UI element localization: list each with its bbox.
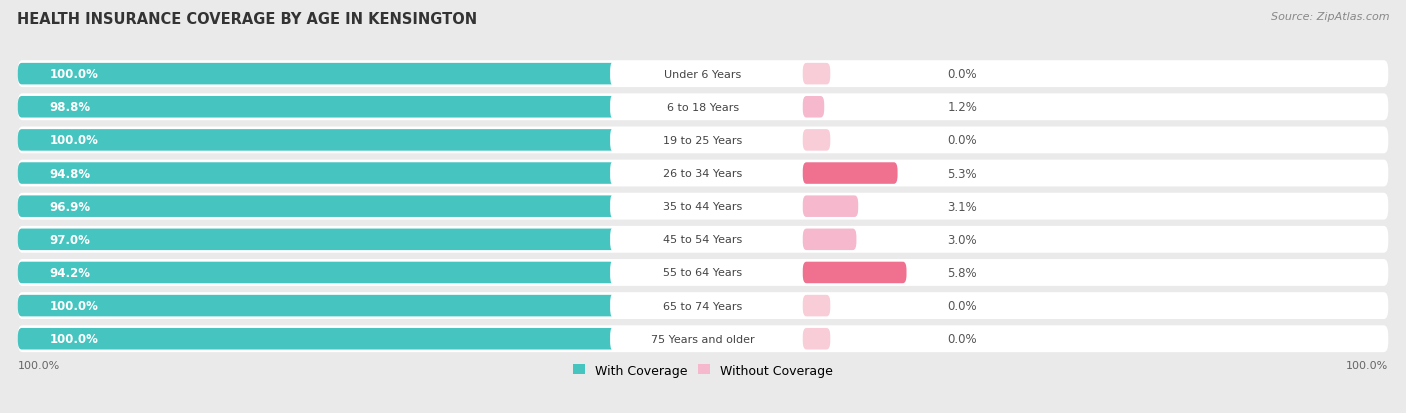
FancyBboxPatch shape [18,262,614,284]
Text: 0.0%: 0.0% [948,299,977,312]
Text: 26 to 34 Years: 26 to 34 Years [664,169,742,178]
Text: 5.8%: 5.8% [948,266,977,279]
FancyBboxPatch shape [18,97,643,118]
FancyBboxPatch shape [610,194,796,219]
FancyBboxPatch shape [18,193,1388,220]
Legend: With Coverage, Without Coverage: With Coverage, Without Coverage [568,359,838,382]
Text: 3.0%: 3.0% [948,233,977,246]
Text: HEALTH INSURANCE COVERAGE BY AGE IN KENSINGTON: HEALTH INSURANCE COVERAGE BY AGE IN KENS… [17,12,477,27]
Text: 45 to 54 Years: 45 to 54 Years [664,235,742,245]
Text: 65 to 74 Years: 65 to 74 Years [664,301,742,311]
FancyBboxPatch shape [18,160,1388,187]
Text: 19 to 25 Years: 19 to 25 Years [664,135,742,145]
FancyBboxPatch shape [610,293,796,318]
Text: 96.9%: 96.9% [49,200,90,213]
FancyBboxPatch shape [610,62,796,87]
FancyBboxPatch shape [18,295,651,317]
FancyBboxPatch shape [18,328,651,350]
FancyBboxPatch shape [803,328,831,350]
Text: 100.0%: 100.0% [49,68,98,81]
Text: 98.8%: 98.8% [49,101,90,114]
FancyBboxPatch shape [803,163,897,184]
FancyBboxPatch shape [18,226,1388,253]
Text: Source: ZipAtlas.com: Source: ZipAtlas.com [1271,12,1389,22]
FancyBboxPatch shape [18,196,631,217]
FancyBboxPatch shape [18,259,1388,286]
Text: 100.0%: 100.0% [49,134,98,147]
Text: 0.0%: 0.0% [948,68,977,81]
FancyBboxPatch shape [803,196,858,217]
Text: 97.0%: 97.0% [49,233,90,246]
FancyBboxPatch shape [803,64,831,85]
FancyBboxPatch shape [610,260,796,285]
FancyBboxPatch shape [610,128,796,153]
FancyBboxPatch shape [610,227,796,252]
Text: 0.0%: 0.0% [948,134,977,147]
Text: 100.0%: 100.0% [1346,360,1388,370]
FancyBboxPatch shape [610,95,796,120]
FancyBboxPatch shape [803,130,831,151]
Text: 1.2%: 1.2% [948,101,977,114]
FancyBboxPatch shape [18,229,631,251]
FancyBboxPatch shape [18,163,617,184]
FancyBboxPatch shape [803,229,856,251]
FancyBboxPatch shape [610,326,796,351]
FancyBboxPatch shape [803,97,824,118]
Text: 94.8%: 94.8% [49,167,90,180]
Text: 35 to 44 Years: 35 to 44 Years [664,202,742,212]
FancyBboxPatch shape [18,325,1388,352]
Text: 94.2%: 94.2% [49,266,90,279]
FancyBboxPatch shape [18,130,651,151]
FancyBboxPatch shape [803,262,907,284]
Text: Under 6 Years: Under 6 Years [665,69,741,79]
FancyBboxPatch shape [18,64,651,85]
FancyBboxPatch shape [18,94,1388,121]
Text: 75 Years and older: 75 Years and older [651,334,755,344]
FancyBboxPatch shape [18,127,1388,154]
Text: 100.0%: 100.0% [18,360,60,370]
Text: 100.0%: 100.0% [49,332,98,345]
FancyBboxPatch shape [610,161,796,186]
Text: 55 to 64 Years: 55 to 64 Years [664,268,742,278]
FancyBboxPatch shape [18,292,1388,319]
Text: 100.0%: 100.0% [49,299,98,312]
Text: 6 to 18 Years: 6 to 18 Years [666,102,740,112]
FancyBboxPatch shape [803,295,831,317]
Text: 3.1%: 3.1% [948,200,977,213]
Text: 5.3%: 5.3% [948,167,977,180]
FancyBboxPatch shape [18,61,1388,88]
Text: 0.0%: 0.0% [948,332,977,345]
